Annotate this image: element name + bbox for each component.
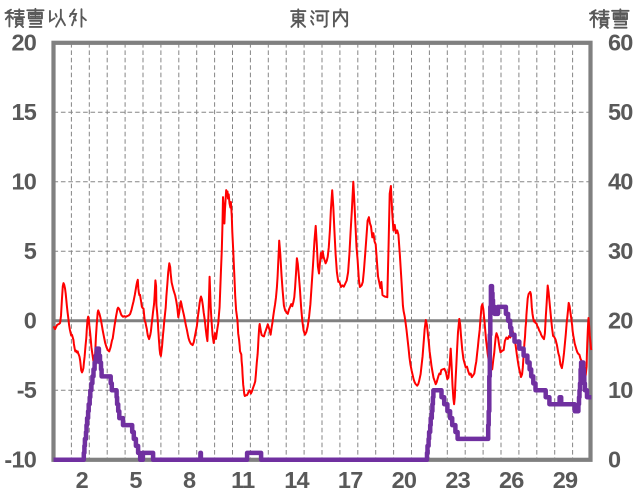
svg-text:20: 20 [392,467,417,493]
svg-text:14: 14 [284,467,309,493]
svg-text:20: 20 [11,29,36,55]
svg-text:5: 5 [24,238,37,264]
svg-text:10: 10 [608,377,633,403]
svg-text:-5: -5 [17,377,37,403]
svg-text:2: 2 [76,467,89,493]
svg-text:8: 8 [183,467,196,493]
svg-text:17: 17 [338,467,363,493]
svg-text:40: 40 [608,168,633,194]
svg-text:11: 11 [231,467,255,493]
svg-text:30: 30 [608,238,633,264]
svg-text:29: 29 [553,467,578,493]
svg-text:5: 5 [129,467,142,493]
svg-text:-10: -10 [4,446,36,472]
svg-text:20: 20 [608,307,633,333]
svg-text:60: 60 [608,29,633,55]
svg-text:10: 10 [11,168,36,194]
svg-text:15: 15 [11,99,36,125]
svg-text:0: 0 [608,446,621,472]
svg-text:26: 26 [499,467,524,493]
svg-text:23: 23 [445,467,470,493]
svg-text:0: 0 [24,307,37,333]
svg-text:50: 50 [608,99,633,125]
